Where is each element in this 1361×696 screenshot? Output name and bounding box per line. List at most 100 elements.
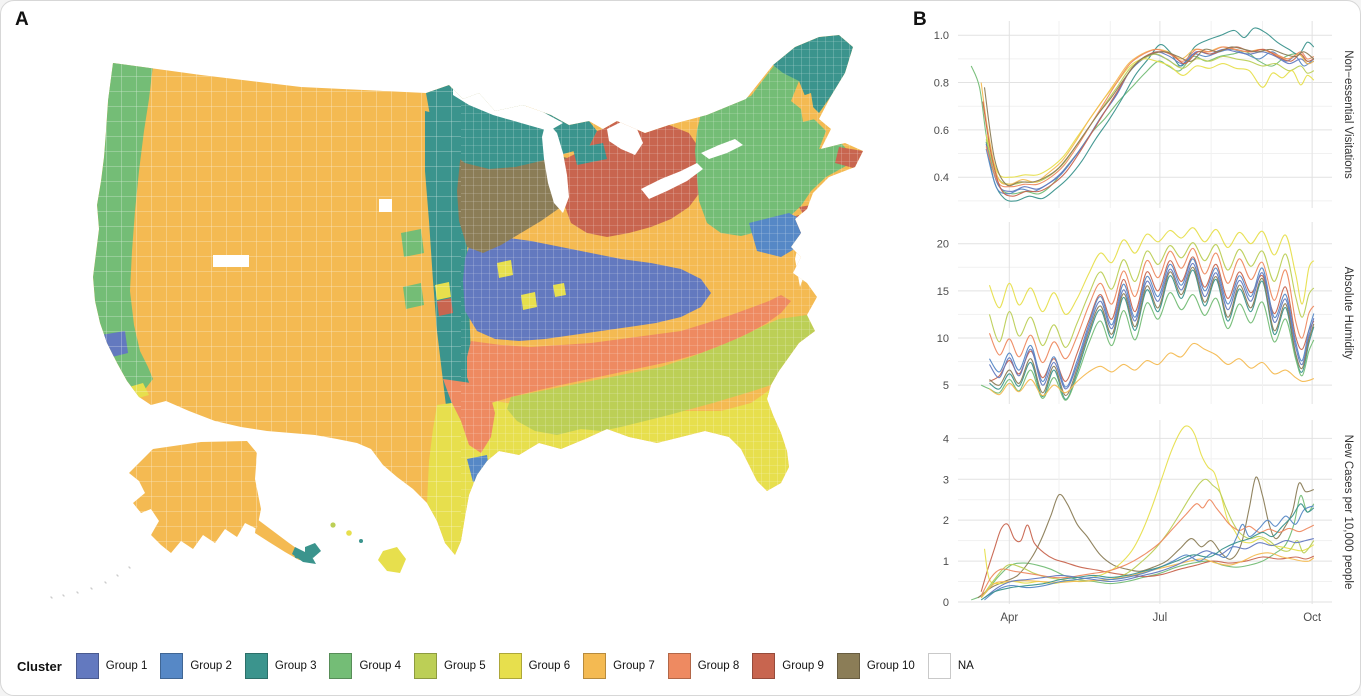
series-absolute_humidity-group-9 [989, 256, 1315, 382]
legend-swatch [583, 653, 607, 679]
x-tick-label: Oct [1303, 612, 1322, 624]
legend-item: Group 5 [414, 653, 486, 679]
legend-label: NA [957, 660, 974, 672]
y-tick-label: 5 [943, 380, 949, 392]
map-alaska [50, 441, 316, 599]
series-absolute_humidity-group-6 [988, 227, 1315, 315]
y-tick-label: 4 [943, 433, 949, 445]
y-tick-label: 0.4 [934, 172, 949, 184]
y-tick-label: 10 [937, 333, 949, 345]
legend-swatch [927, 653, 951, 679]
aleutian-islands [50, 566, 131, 599]
series-non_essential_visitations-group-9 [982, 46, 1315, 197]
legend-label: Group 9 [782, 660, 824, 672]
legend-swatch [836, 653, 860, 679]
chart-series-lines [970, 27, 1315, 601]
series-non_essential_visitations-group-7 [980, 46, 1315, 185]
map-region-hi-big-island [378, 547, 406, 573]
series-non_essential_visitations-group-2 [985, 48, 1315, 195]
series-non_essential_visitations-group-4 [970, 50, 1315, 195]
x-tick-label: Apr [1000, 612, 1018, 624]
legend-item: Group 2 [160, 653, 232, 679]
legend-item: Group 7 [583, 653, 655, 679]
y-tick-label: 0 [943, 597, 949, 609]
legend-swatch [414, 653, 438, 679]
chart-strip-labels: Non−essential Visitations Absolute Humidi… [1342, 50, 1354, 589]
y-tick-label: 0.6 [934, 125, 949, 137]
map-region-hi-maui [346, 530, 352, 536]
legend-swatch [498, 653, 522, 679]
legend-swatch [667, 653, 691, 679]
legend-label: Group 10 [866, 660, 915, 672]
legend-label: Group 5 [444, 660, 486, 672]
series-non_essential_visitations-group-3 [985, 27, 1315, 202]
chart-axis-ticks: 0.4 0.6 0.8 1.0 5 10 15 20 0 1 2 3 4 Apr Jul Oct [934, 30, 1322, 624]
series-new_cases_per_10000-group-2 [984, 505, 1314, 601]
legend-item: NA [927, 653, 974, 679]
series-absolute_humidity-group-5 [988, 242, 1315, 348]
series-absolute_humidity-group-8 [988, 247, 1315, 364]
y-tick-label: 1 [943, 556, 949, 568]
y-tick-label: 0.8 [934, 78, 949, 90]
legend-swatch [160, 653, 184, 679]
series-new_cases_per_10000-group-6 [983, 425, 1315, 585]
legend-item: Group 1 [75, 653, 148, 679]
legend-label: Group 1 [105, 660, 148, 672]
legend-items: Group 1 Group 2 Group 3 Group 4 Group 5 Group… [75, 653, 987, 679]
strip-label-absolute_humidity: Absolute Humidity [1342, 267, 1354, 360]
county-grid-alaska [129, 441, 261, 553]
legend-label: Group 8 [697, 660, 740, 672]
map-region-hi-kauai [305, 543, 321, 558]
strip-label-non_essential_visitations: Non−essential Visitations [1342, 50, 1354, 179]
legend-swatch [244, 653, 268, 679]
series-new_cases_per_10000-group-8 [980, 499, 1315, 597]
panel-b-label: B [913, 9, 927, 30]
us-county-cluster-map [50, 35, 863, 599]
legend-item: Group 6 [498, 653, 571, 679]
legend-item: Group 4 [329, 653, 401, 679]
series-absolute_humidity-group-2 [988, 258, 1315, 388]
series-non_essential_visitations-group-10 [983, 46, 1315, 187]
legend-swatch [75, 653, 99, 679]
timeseries-charts: 0.4 0.6 0.8 1.0 5 10 15 20 0 1 2 3 4 Apr Jul Oct Non−es… [934, 21, 1354, 624]
county-grid-east [461, 35, 863, 555]
cluster-legend: Cluster Group 1 Group 2 Group 3 Group 4 Grou… [17, 649, 987, 683]
series-new_cases_per_10000-group-5 [980, 478, 1315, 599]
map-region-hi-lanai [359, 539, 363, 543]
legend-title: Cluster [17, 658, 62, 674]
series-absolute_humidity-group-7 [989, 342, 1315, 397]
series-absolute_humidity-group-1 [988, 262, 1315, 390]
series-new_cases_per_10000-group-10 [977, 476, 1314, 599]
map-region-hi-molokai [330, 522, 336, 528]
series-new_cases_per_10000-group-1 [984, 538, 1314, 599]
y-tick-label: 3 [943, 474, 949, 486]
panel-a-label: A [15, 9, 29, 30]
legend-swatch [329, 653, 353, 679]
legend-label: Group 6 [528, 660, 571, 672]
legend-item: Group 3 [244, 653, 317, 679]
series-absolute_humidity-group-10 [989, 266, 1315, 397]
map-region-hi-oahu [294, 553, 300, 559]
series-absolute_humidity-group-3 [989, 269, 1315, 400]
map-hawaii [294, 522, 406, 573]
series-non_essential_visitations-group-1 [985, 48, 1315, 192]
y-tick-label: 2 [943, 515, 949, 527]
legend-item: Group 10 [836, 653, 915, 679]
x-tick-label: Jul [1153, 612, 1168, 624]
series-new_cases_per_10000-group-7 [980, 552, 1315, 599]
y-tick-label: 1.0 [934, 30, 949, 42]
y-tick-label: 20 [937, 239, 949, 251]
y-tick-label: 15 [937, 286, 949, 298]
series-non_essential_visitations-group-6 [985, 58, 1315, 178]
legend-label: Group 2 [190, 660, 232, 672]
legend-swatch [752, 653, 776, 679]
series-new_cases_per_10000-group-3 [980, 503, 1315, 601]
series-absolute_humidity-group-4 [980, 292, 1315, 401]
strip-label-new_cases_per_10000: New Cases per 10,000 people [1342, 435, 1354, 590]
series-non_essential_visitations-group-5 [985, 53, 1315, 185]
legend-label: Group 3 [274, 660, 317, 672]
legend-label: Group 7 [613, 660, 655, 672]
legend-item: Group 9 [752, 653, 824, 679]
legend-item: Group 8 [667, 653, 740, 679]
